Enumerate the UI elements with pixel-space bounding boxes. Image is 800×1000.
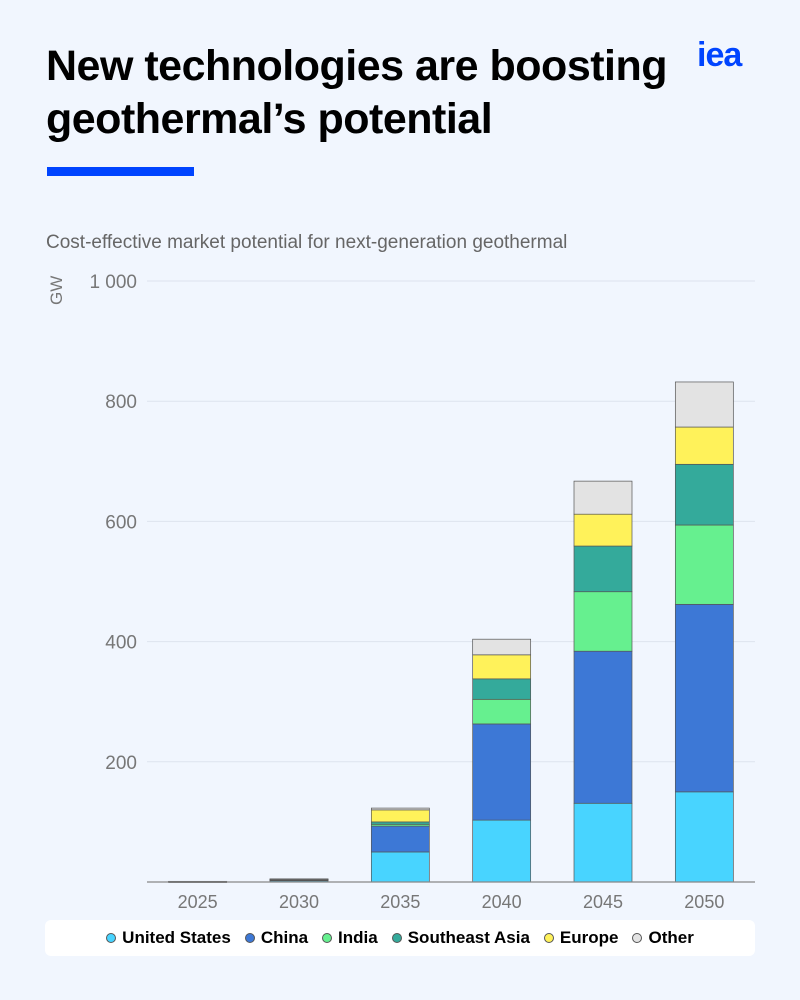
legend-label: Southeast Asia [407,928,530,947]
legend-item: India [322,928,378,948]
iea-logo: iea [697,36,742,74]
legend-swatch [391,933,402,943]
chart-subtitle: Cost-effective market potential for next… [46,232,568,253]
x-tick-label: 2040 [482,892,522,912]
x-tick-label: 2035 [380,892,420,912]
accent-rule [47,167,194,176]
bar-segment [370,825,430,853]
bar-segment [370,807,430,811]
legend-label: Other [648,928,694,947]
page-title: New technologies are boosting geothermal… [46,42,668,143]
bar-segment [573,591,633,652]
bar-segment [472,678,532,700]
legend-swatch [244,933,255,943]
bar-segment [472,698,532,725]
bar-segment [573,650,633,804]
legend-item: United States [106,928,231,948]
legend-item: China [244,928,309,948]
legend: United States China India Southeast Asia Eur… [45,920,755,956]
bar-segment [472,654,532,680]
bar-segment [573,545,633,593]
x-tick-label: 2025 [178,892,218,912]
x-tick-label: 2050 [684,892,724,912]
bar-segment [370,809,430,823]
y-axis-label: GW [47,276,66,305]
bar-segment [674,381,734,428]
legend-item: Europe [543,928,619,948]
bar-segment [472,638,532,656]
x-tick-label: 2030 [279,892,319,912]
bar-segment [674,791,734,883]
legend-label: United States [122,928,231,947]
y-tick-label: 400 [105,633,137,654]
bar-segment [674,463,734,526]
legend-item: Other [632,928,694,948]
legend-swatch [543,933,554,943]
y-tick-label: 600 [105,512,137,533]
bar-segment [674,524,734,605]
y-tick-label: 200 [105,753,137,774]
legend-label: Europe [559,928,619,947]
legend-swatch [106,933,117,943]
bar-segment [472,723,532,821]
legend-label: China [260,928,309,947]
legend-swatch [322,933,333,943]
bar-segment [674,426,734,465]
x-tick-label: 2045 [583,892,623,912]
bar-segment [370,851,430,883]
bar-segment [674,603,734,793]
legend-swatch [632,933,643,943]
bar-segment [370,821,430,825]
y-tick-label: 1 000 [89,272,137,293]
bar-segment [573,802,633,883]
bar-segment [472,819,532,883]
bar-segment [573,480,633,515]
legend-label: India [338,928,378,947]
legend-item: Southeast Asia [391,928,530,948]
bar-segment [573,513,633,547]
y-tick-label: 800 [105,392,137,413]
bar-segment [269,878,329,881]
